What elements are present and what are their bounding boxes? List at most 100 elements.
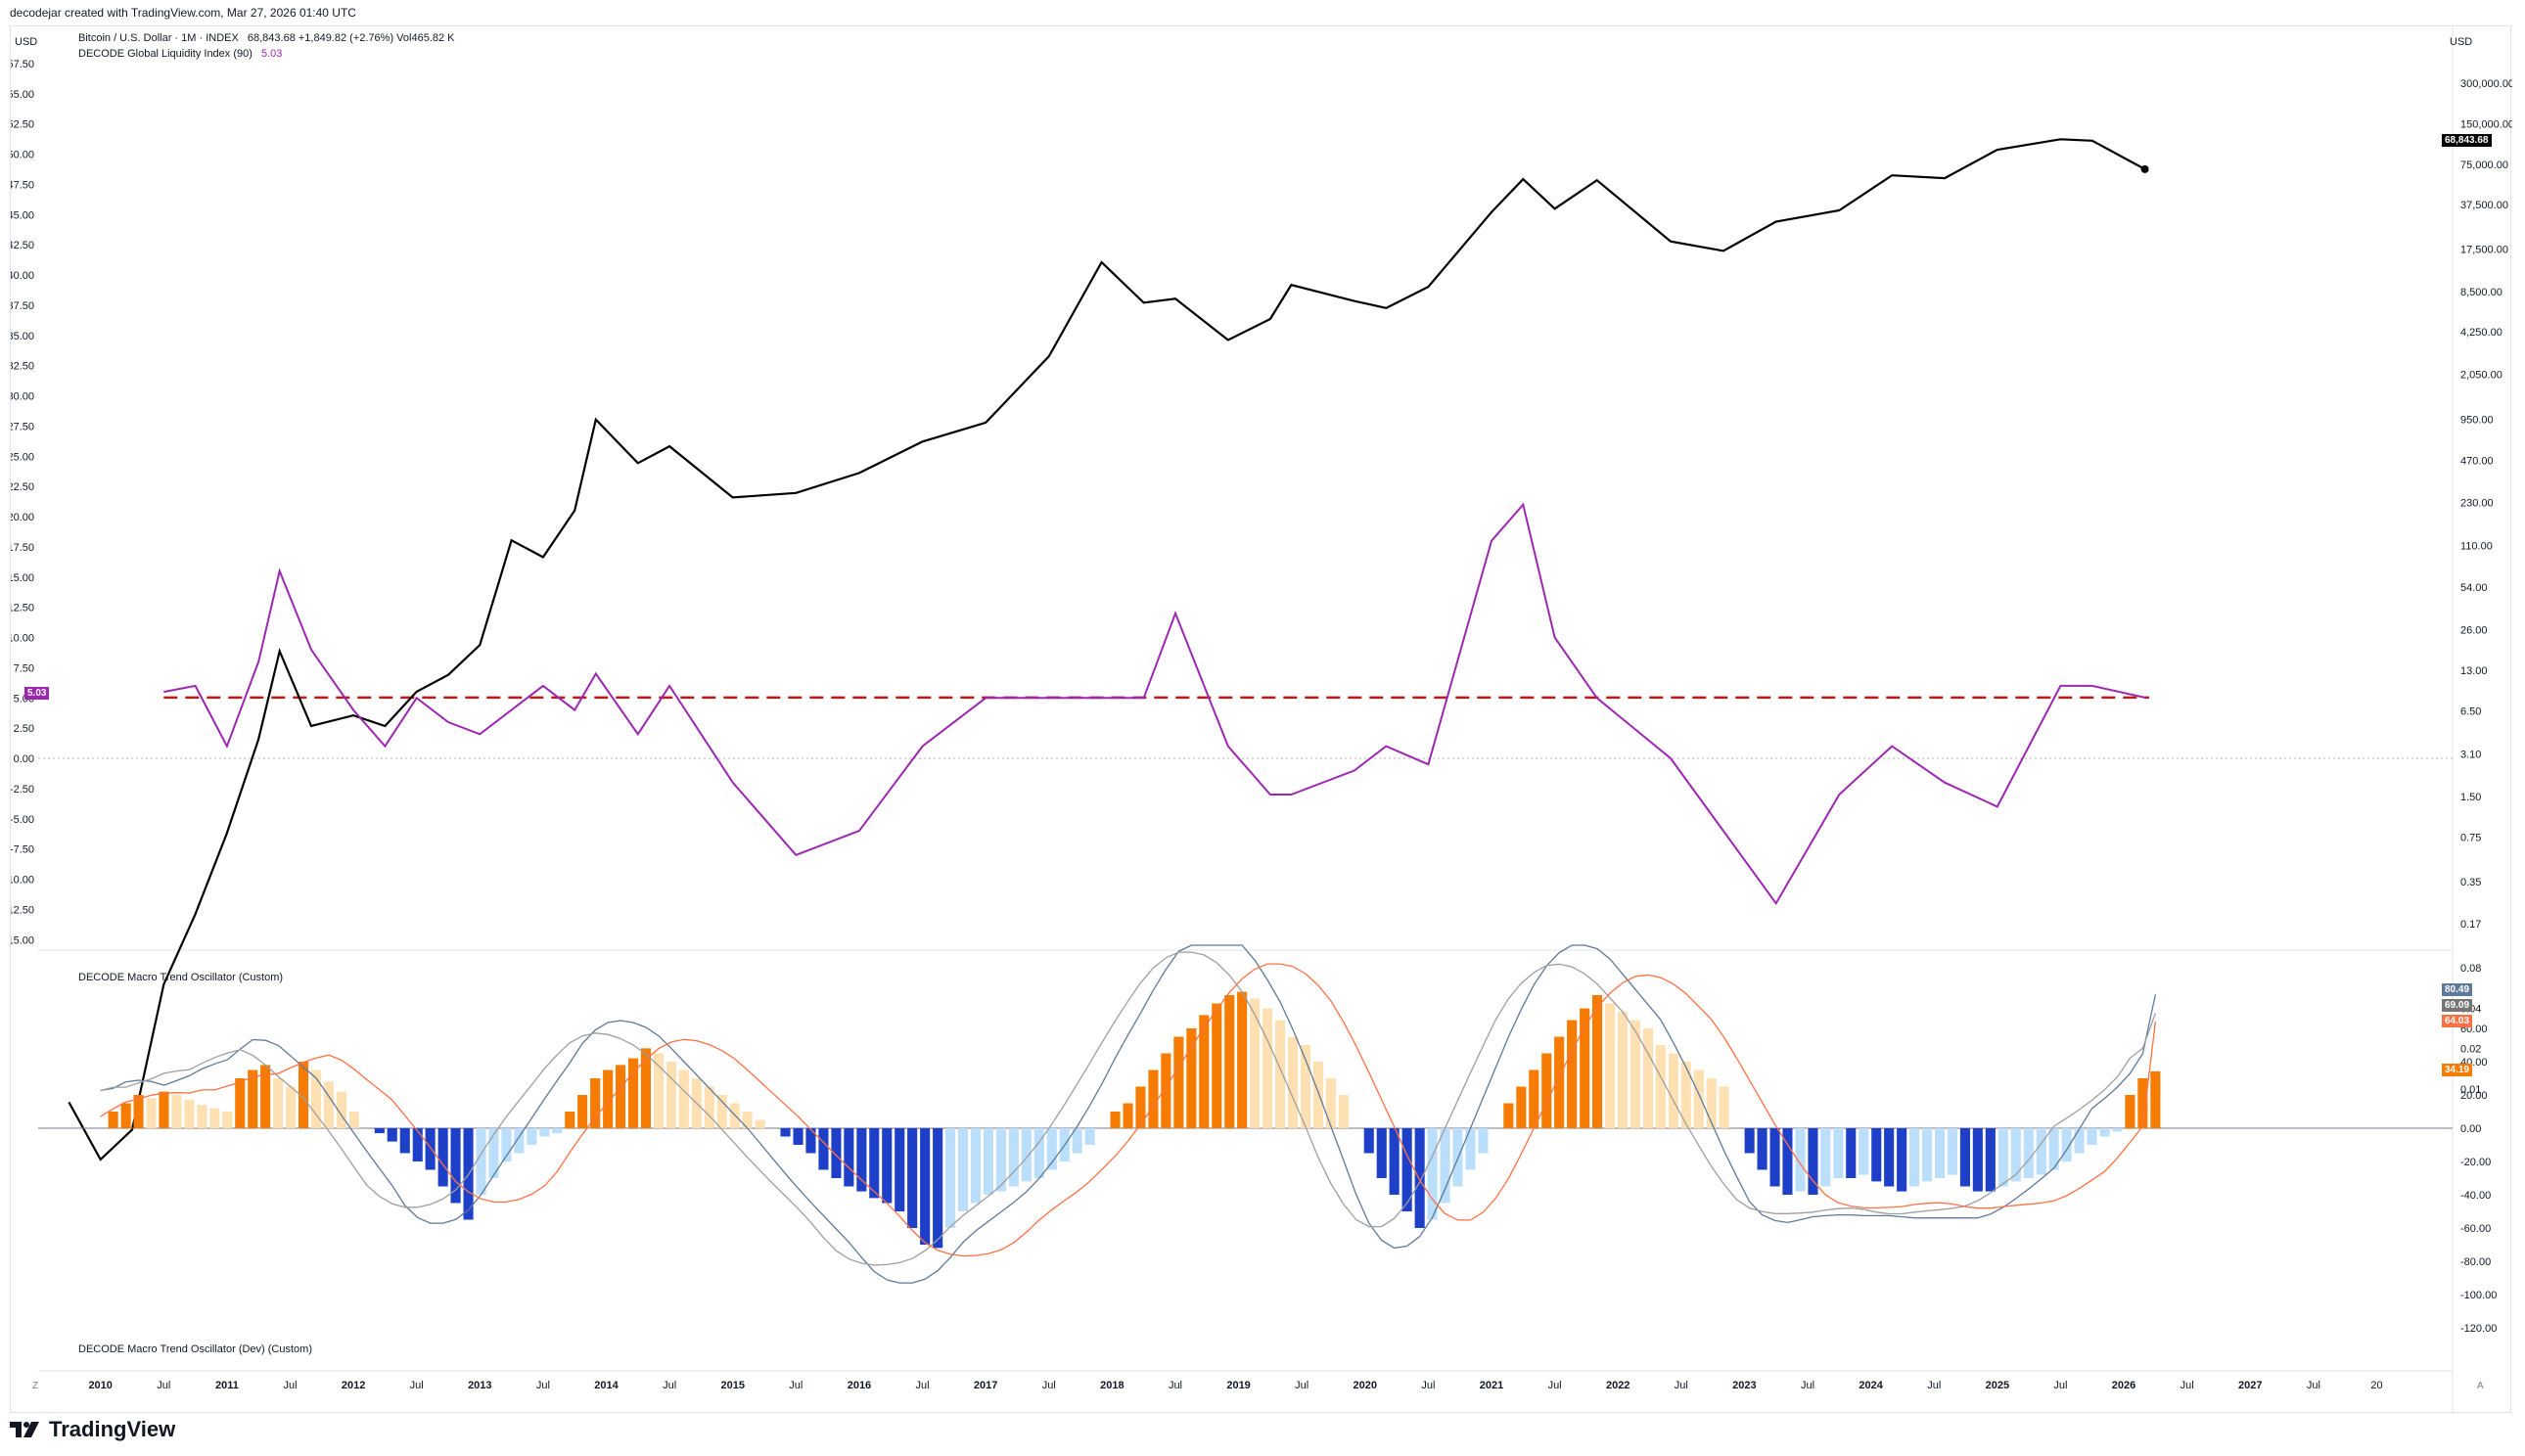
- osc-histogram-bar: [1363, 1128, 1374, 1154]
- osc-histogram-bar: [120, 1103, 131, 1128]
- price-badge: 68,843.68: [2442, 134, 2492, 147]
- osc-histogram-bar: [716, 1095, 727, 1128]
- legend-osc-dev[interactable]: DECODE Macro Trend Oscillator (Dev) (Cus…: [78, 1343, 312, 1355]
- time-axis-label: Jul: [1421, 1380, 1435, 1391]
- osc-histogram-bar: [1389, 1128, 1400, 1195]
- osc-histogram-bar: [793, 1128, 803, 1145]
- left-axis-tick: 40.00: [11, 270, 34, 282]
- osc-histogram-bar: [412, 1128, 423, 1161]
- auto-scale-button[interactable]: A: [2477, 1381, 2484, 1391]
- osc-histogram-bar: [1275, 1020, 1286, 1128]
- osc-histogram-bar: [539, 1128, 550, 1137]
- chart-svg[interactable]: 57.50 55.00 52.50 50.00 47.50 45.00 42.50 40.00…: [11, 26, 2512, 1414]
- time-axis-label: Jul: [916, 1380, 930, 1391]
- osc-histogram-bar: [1655, 1045, 1666, 1128]
- osc-histogram-bar: [1808, 1128, 1818, 1195]
- time-axis-label: 2025: [1986, 1380, 2009, 1391]
- osc-histogram-bar: [1312, 1062, 1323, 1128]
- osc-histogram-bar: [476, 1128, 486, 1195]
- currency-right[interactable]: USD: [2450, 36, 2473, 48]
- osc-histogram-bar: [983, 1128, 993, 1195]
- right-axis-tick: 230.00: [2460, 497, 2494, 509]
- time-axis-label: Jul: [1801, 1380, 1814, 1391]
- time-axis-label: 2013: [468, 1380, 491, 1391]
- osc-histogram-bar: [1820, 1128, 1831, 1187]
- osc-histogram-bar: [856, 1128, 867, 1192]
- osc-histogram-bar: [336, 1091, 346, 1128]
- left-axis-tick: 55.00: [11, 89, 34, 101]
- time-axis-label: Jul: [2307, 1380, 2320, 1391]
- osc-histogram-bar: [995, 1128, 1006, 1192]
- osc-histogram-bar: [1325, 1078, 1336, 1128]
- osc-histogram-bar: [514, 1128, 525, 1154]
- right-axis-tick: 6.50: [2460, 705, 2481, 717]
- osc-histogram-bar: [222, 1112, 233, 1128]
- osc-histogram-bar: [565, 1112, 575, 1128]
- zoom-button[interactable]: Z: [32, 1381, 39, 1391]
- osc-histogram-bar: [1376, 1128, 1387, 1178]
- right-axis-tick: 950.00: [2460, 415, 2494, 427]
- osc-histogram-bar: [590, 1078, 601, 1128]
- tradingview-logo[interactable]: TradingView: [10, 1417, 175, 1442]
- time-axis-label: 2016: [848, 1380, 871, 1391]
- osc-histogram-bar: [1478, 1128, 1489, 1154]
- left-axis-tick: 32.50: [11, 361, 34, 373]
- osc-histogram-bar: [577, 1095, 588, 1128]
- left-axis-tick: 2.50: [14, 723, 34, 735]
- osc-histogram-bar: [108, 1112, 118, 1128]
- osc-histogram-bar: [1250, 998, 1261, 1128]
- osc-histogram-bar: [1959, 1128, 1970, 1187]
- left-axis-tick: 20.00: [11, 512, 34, 523]
- time-axis-label: Jul: [789, 1380, 803, 1391]
- time-axis-label: 2015: [720, 1380, 744, 1391]
- right-axis-tick: 4,250.00: [2460, 327, 2502, 339]
- osc-histogram-bar: [1072, 1128, 1082, 1154]
- osc-histogram-bar: [450, 1128, 461, 1204]
- osc-histogram-bar: [1897, 1128, 1907, 1192]
- right-axis-tick: 0.75: [2460, 832, 2481, 843]
- osc-histogram-bar: [1859, 1128, 1869, 1175]
- osc-histogram-bar: [1033, 1128, 1044, 1178]
- osc-histogram-bar: [1680, 1062, 1691, 1128]
- osc-histogram-bar: [1224, 995, 1235, 1128]
- osc-axis-tick: -120.00: [2460, 1323, 2497, 1335]
- osc-badge-gray: 69.09: [2442, 999, 2473, 1012]
- time-axis-label: Jul: [1548, 1380, 1562, 1391]
- osc-histogram-bar: [1580, 1008, 1590, 1128]
- legend-gli[interactable]: DECODE Global Liquidity Index (90) 5.03: [78, 48, 282, 60]
- osc-histogram-bar: [653, 1053, 664, 1128]
- osc-histogram-bar: [159, 1091, 169, 1128]
- legend-main-title: Bitcoin / U.S. Dollar · 1M · INDEX: [78, 32, 239, 44]
- osc-histogram-bar: [1884, 1128, 1895, 1187]
- left-axis-tick: 35.00: [11, 331, 34, 342]
- left-axis-tick: -15.00: [11, 934, 34, 946]
- price-series-line: [68, 138, 2146, 1161]
- osc-histogram-bar: [640, 1048, 651, 1128]
- osc-line-gray: [100, 951, 2157, 1266]
- right-axis-tick: 17,500.00: [2460, 245, 2508, 256]
- left-axis-tick: 52.50: [11, 119, 34, 131]
- left-axis-tick: 25.00: [11, 451, 34, 463]
- time-axis-label: Jul: [157, 1380, 170, 1391]
- osc-histogram-bar: [184, 1100, 195, 1128]
- time-axis-label: Jul: [663, 1380, 676, 1391]
- time-axis-label: 2022: [1606, 1380, 1630, 1391]
- legend-osc[interactable]: DECODE Macro Trend Oscillator (Custom): [78, 972, 284, 983]
- osc-histogram-bar: [1110, 1112, 1121, 1128]
- osc-histogram-bar: [1529, 1069, 1539, 1128]
- left-axis-tick: 30.00: [11, 391, 34, 403]
- osc-histogram-bar: [780, 1128, 791, 1137]
- osc-histogram-bar: [1592, 995, 1603, 1128]
- osc-histogram-bar: [704, 1086, 714, 1128]
- osc-histogram-bar: [742, 1112, 753, 1128]
- legend-main[interactable]: Bitcoin / U.S. Dollar · 1M · INDEX 68,84…: [78, 32, 455, 44]
- osc-histogram-bar: [552, 1128, 563, 1134]
- chart-frame[interactable]: 57.50 55.00 52.50 50.00 47.50 45.00 42.50 40.00…: [10, 25, 2512, 1414]
- left-axis-tick: 22.50: [11, 481, 34, 493]
- osc-histogram-bar: [1833, 1128, 1844, 1178]
- right-axis-tick: 75,000.00: [2460, 159, 2508, 171]
- osc-axis-tick: -20.00: [2460, 1157, 2491, 1168]
- osc-histogram-bar: [1338, 1095, 1349, 1128]
- time-axis-label: 2021: [1480, 1380, 1503, 1391]
- osc-histogram-bar: [616, 1065, 626, 1128]
